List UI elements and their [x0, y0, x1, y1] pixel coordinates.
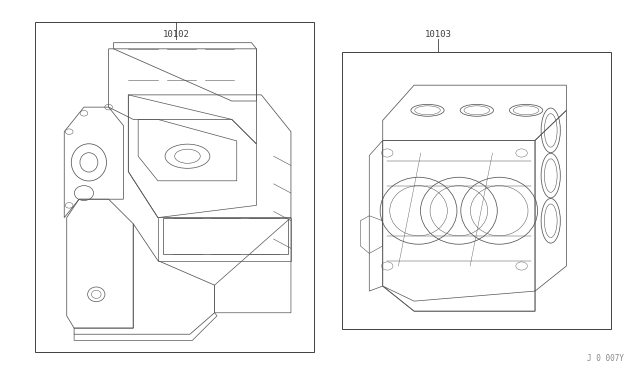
Text: 10102: 10102	[163, 30, 189, 39]
Bar	[35, 22, 314, 352]
Text: 10103: 10103	[425, 30, 452, 39]
Text: J 0 007Y: J 0 007Y	[587, 354, 624, 363]
Bar	[342, 52, 611, 329]
